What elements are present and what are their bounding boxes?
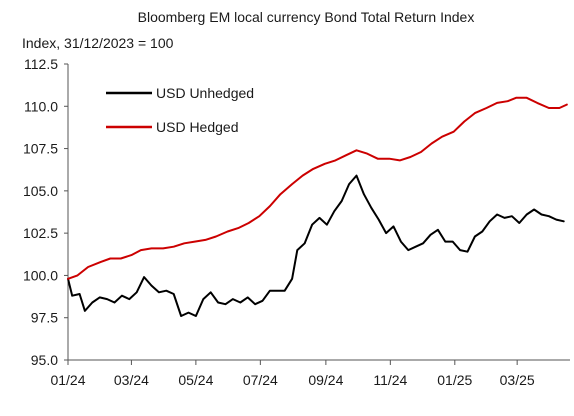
y-axis: 95.0 97.5 100.0 102.5 105.0 107.5 110.0 112.5 [23,56,69,368]
series-line-usd-hedged [67,96,568,280]
x-tick-label: 01/25 [437,372,472,388]
legend-label: USD Unhedged [156,85,254,101]
series-lines [67,96,568,317]
y-tick-label: 107.5 [23,141,58,157]
y-tick-label: 97.5 [31,310,58,326]
x-tick-label: 07/24 [243,372,278,388]
chart-title: Bloomberg EM local currency Bond Total R… [138,9,475,25]
x-tick-label: 01/24 [50,372,85,388]
y-tick-label: 110.0 [24,98,58,114]
x-tick-label: 05/24 [178,372,213,388]
y-tick-label: 112.5 [24,56,58,72]
x-tick-label: 11/24 [373,372,407,388]
x-tick-label: 09/24 [308,372,343,388]
series-line-usd-unhedged [67,174,565,317]
y-tick-label: 102.5 [23,225,58,241]
legend-label: USD Hedged [156,119,239,135]
y-tick-label: 105.0 [23,183,58,199]
x-tick-label: 03/25 [500,372,535,388]
x-tick-label: 03/24 [114,372,149,388]
y-tick-label: 100.0 [23,267,58,283]
y-tick-label: 95.0 [31,352,58,368]
y-axis-label: Index, 31/12/2023 = 100 [22,35,174,51]
x-axis: 01/24 03/24 05/24 07/24 09/24 11/24 01/25 03/25 [50,359,570,388]
legend: USD Unhedged USD Hedged [106,85,254,135]
